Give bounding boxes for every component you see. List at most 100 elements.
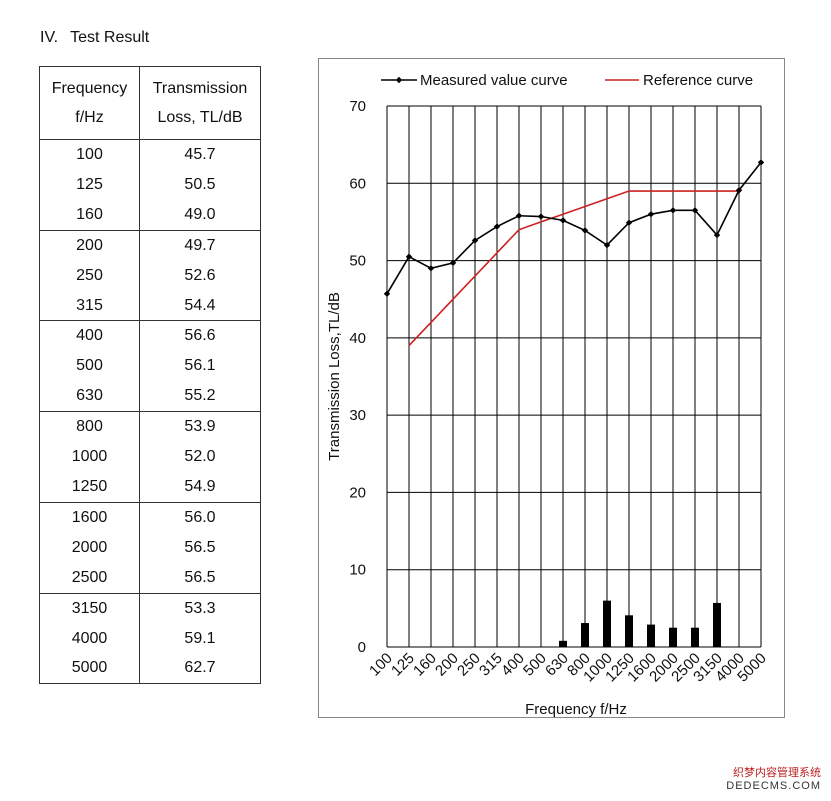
frequency-cell: 200	[39, 229, 140, 261]
transmission-loss-cell: 54.4	[139, 290, 261, 321]
measured-point	[691, 207, 699, 214]
frequency-cell: 800	[39, 411, 140, 443]
deviation-bar	[581, 623, 589, 647]
table-row: 1250 54.9	[39, 471, 261, 503]
deviation-bar	[647, 624, 655, 647]
frequency-cell: 100	[39, 138, 140, 170]
measured-point	[625, 219, 633, 226]
table-row: 200 49.7	[39, 229, 261, 261]
section-number: IV.	[40, 29, 59, 46]
measured-point	[405, 253, 413, 260]
transmission-loss-cell: 55.2	[139, 381, 261, 412]
transmission-loss-cell: 52.0	[139, 442, 261, 472]
y-tick-label: 40	[349, 330, 366, 347]
measured-point	[449, 259, 457, 267]
x-axis-title: Frequency f/Hz	[525, 701, 627, 718]
frequency-cell: 1250	[39, 471, 140, 503]
transmission-loss-cell: 56.5	[139, 562, 261, 594]
table-row: 4000 59.1	[39, 623, 261, 654]
frequency-cell: 400	[39, 320, 140, 352]
measured-point	[471, 237, 479, 244]
frequency-cell: 1000	[39, 442, 140, 472]
measured-point	[757, 159, 765, 166]
frequency-cell: 2000	[39, 532, 140, 563]
deviation-bar	[713, 602, 721, 647]
watermark-line1: 织梦内容管理系统	[733, 767, 821, 779]
frequency-cell: 5000	[39, 653, 140, 685]
frequency-cell: 500	[39, 351, 140, 382]
transmission-loss-cell: 54.9	[139, 471, 261, 503]
table-header-row: Frequency f/Hz Transmission Loss, TL/dB	[39, 66, 261, 140]
transmission-loss-cell: 56.0	[139, 501, 261, 533]
measured-point	[735, 187, 743, 194]
measured-point	[713, 231, 721, 239]
frequency-cell: 1600	[39, 501, 140, 533]
y-tick-label: 10	[349, 562, 366, 579]
table-row: 250 52.6	[39, 260, 261, 291]
transmission-loss-cell: 49.7	[139, 229, 261, 261]
transmission-loss-cell: 50.5	[139, 169, 261, 200]
frequency-column-header: Frequency f/Hz	[39, 66, 140, 140]
measured-point	[383, 290, 391, 298]
measured-curve-line	[386, 161, 762, 295]
frequency-cell: 2500	[39, 562, 140, 594]
legend-reference-label: Reference curve	[643, 72, 753, 89]
transmission-loss-cell: 52.6	[139, 260, 261, 291]
table-row: 1600 56.0	[39, 501, 261, 533]
table-row: 800 53.9	[39, 411, 261, 443]
deviation-bar	[691, 627, 699, 647]
reference-curve-line	[408, 190, 739, 347]
transmission-loss-cell: 62.7	[139, 653, 261, 685]
table-row: 125 50.5	[39, 169, 261, 200]
table-row: 160 49.0	[39, 199, 261, 231]
table-row: 315 54.4	[39, 290, 261, 321]
y-tick-label: 0	[358, 639, 366, 656]
transmission-loss-cell: 45.7	[139, 138, 261, 170]
table-row: 2000 56.5	[39, 532, 261, 563]
table-row: 5000 62.7	[39, 653, 261, 685]
chart-frame: 0 10 20 30 40 50 60 70 100 125 160 200 250 315 400 500 6…	[318, 58, 785, 718]
transmission-loss-cell: 53.3	[139, 592, 261, 624]
legend-measured-label: Measured value curve	[420, 72, 568, 89]
measured-point	[559, 217, 567, 224]
table-row: 400 56.6	[39, 320, 261, 352]
frequency-cell: 4000	[39, 623, 140, 654]
measured-point	[669, 207, 677, 214]
transmission-loss-cell: 59.1	[139, 623, 261, 654]
measured-point	[427, 265, 435, 272]
table-row: 1000 52.0	[39, 442, 261, 472]
y-tick-label: 30	[349, 407, 366, 424]
deviation-bar	[603, 600, 611, 647]
section-heading: IV. Test Result	[40, 29, 149, 47]
transmission-loss-column-header: Transmission Loss, TL/dB	[139, 66, 261, 140]
measured-point	[647, 211, 655, 218]
table-row: 3150 53.3	[39, 592, 261, 624]
frequency-cell: 3150	[39, 592, 140, 624]
transmission-loss-cell: 56.1	[139, 351, 261, 382]
measured-point	[493, 223, 501, 230]
watermark: 织梦内容管理系统 DEDECMS.COM	[726, 767, 821, 793]
transmission-loss-cell: 53.9	[139, 411, 261, 443]
y-tick-label: 50	[349, 253, 366, 270]
section-title: Test Result	[70, 29, 150, 46]
table-row: 500 56.1	[39, 351, 261, 382]
deviation-bar	[625, 615, 633, 647]
measured-point	[537, 213, 545, 220]
transmission-loss-cell: 56.5	[139, 532, 261, 563]
frequency-cell: 125	[39, 169, 140, 200]
table-row: 630 55.2	[39, 381, 261, 412]
measured-point	[603, 241, 611, 249]
transmission-loss-cell: 49.0	[139, 199, 261, 231]
test-result-table: Frequency f/Hz Transmission Loss, TL/dB …	[39, 66, 261, 685]
frequency-cell: 630	[39, 381, 140, 412]
table-row: 100 45.7	[39, 138, 261, 170]
deviation-bar	[669, 627, 677, 647]
y-tick-label: 20	[349, 484, 366, 501]
frequency-cell: 315	[39, 290, 140, 321]
legend-measured-marker	[395, 76, 403, 84]
watermark-line2: DEDECMS.COM	[726, 780, 821, 792]
y-tick-label: 60	[349, 175, 366, 192]
frequency-cell: 160	[39, 199, 140, 231]
frequency-cell: 250	[39, 260, 140, 291]
transmission-loss-chart: 0102030405060701001251602002503154005006…	[326, 72, 770, 718]
